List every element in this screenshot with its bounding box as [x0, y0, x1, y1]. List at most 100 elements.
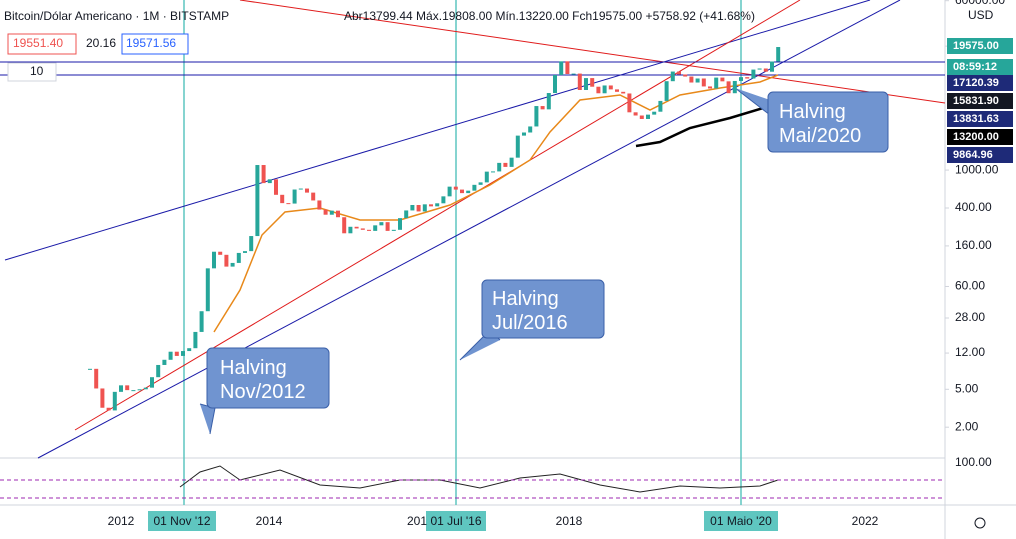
candle	[212, 251, 216, 269]
candle	[298, 188, 303, 190]
rsi-tick: 100.00	[955, 455, 992, 469]
candle	[683, 74, 688, 77]
candle	[88, 368, 92, 370]
candle	[317, 200, 322, 210]
event-label: 01 Nov '12	[154, 514, 211, 528]
price-tag-box	[947, 75, 1013, 91]
price-tag-box	[947, 59, 1013, 75]
candle	[515, 135, 520, 158]
candle	[360, 228, 365, 230]
candle	[602, 85, 607, 94]
spread: 20.16	[86, 36, 116, 50]
candle	[478, 182, 483, 185]
candle	[329, 210, 334, 215]
candle	[615, 89, 619, 92]
candle	[416, 204, 421, 212]
price-tag: 13200.00	[953, 131, 999, 143]
annotation: Jul/2016	[492, 312, 568, 334]
candle	[131, 390, 136, 392]
candle	[559, 61, 564, 76]
price-tag: 15831.90	[953, 95, 999, 107]
y-tick-label: 2.00	[955, 419, 979, 433]
candle	[664, 81, 669, 101]
candle	[540, 106, 545, 110]
ohlc: Abr13799.44 Máx.19808.00 Mín.13220.00 Fc…	[344, 9, 755, 23]
candle	[187, 348, 192, 352]
candle	[435, 203, 440, 207]
candle	[137, 389, 142, 391]
price-tag-box	[947, 38, 1013, 54]
candle	[379, 222, 384, 226]
candle	[410, 204, 415, 211]
candle	[528, 126, 533, 133]
candle	[181, 351, 185, 356]
event-label: 01 Jul '16	[431, 514, 482, 528]
candle	[162, 359, 167, 365]
candle	[205, 268, 210, 312]
interval[interactable]: 10	[30, 64, 44, 78]
candle	[453, 186, 458, 190]
candle	[249, 236, 254, 252]
candle	[491, 171, 495, 173]
candle	[695, 78, 700, 83]
candle	[243, 251, 247, 253]
x-tick-label: 2014	[256, 514, 283, 528]
candle	[193, 331, 198, 349]
candle	[367, 229, 371, 231]
candle	[596, 86, 601, 94]
candle	[708, 86, 712, 89]
candle	[546, 93, 551, 110]
candle	[770, 61, 774, 72]
bid[interactable]: 19551.40	[13, 36, 63, 50]
candle	[633, 112, 638, 116]
price-tag-box	[947, 129, 1013, 145]
annotation: Halving	[220, 357, 287, 379]
candle	[429, 204, 433, 207]
candle	[174, 351, 179, 356]
candle	[336, 210, 340, 218]
candle	[577, 73, 582, 90]
candle	[701, 78, 706, 87]
candle	[323, 209, 328, 215]
candle	[422, 204, 427, 212]
candle	[745, 77, 750, 79]
candle	[261, 165, 266, 184]
ask[interactable]: 19571.56	[126, 36, 176, 50]
candle	[751, 69, 756, 79]
candle	[652, 111, 657, 115]
x-tick-label: 201	[407, 514, 427, 528]
price-tag: 9864.96	[953, 149, 993, 161]
candle	[466, 190, 471, 194]
candle	[522, 132, 526, 136]
candle	[156, 364, 161, 378]
candle	[280, 194, 285, 204]
candle	[150, 377, 154, 388]
candle	[509, 157, 514, 167]
y-tick-label: 60000.00	[955, 0, 1005, 7]
candle	[119, 385, 123, 392]
y-tick-label: 1000.00	[955, 162, 999, 176]
price-tag: 19575.00	[953, 40, 999, 52]
candle	[503, 162, 508, 167]
candle	[590, 78, 595, 87]
candle	[714, 77, 719, 89]
price-tag: 13831.63	[953, 113, 999, 125]
y-tick-label: 28.00	[955, 310, 985, 324]
candle	[689, 76, 694, 83]
candle	[342, 217, 347, 234]
price-tag: 08:59:12	[953, 61, 997, 73]
candle	[497, 162, 502, 172]
price-tag-box	[947, 93, 1013, 109]
candle	[274, 179, 278, 195]
candle	[348, 226, 353, 234]
annotation: Halving	[779, 101, 846, 123]
candle	[608, 85, 613, 90]
candle	[739, 77, 743, 81]
candle	[218, 251, 223, 255]
y-tick-label: 160.00	[955, 238, 992, 252]
annotation: Mai/2020	[779, 125, 861, 147]
candle	[627, 93, 632, 113]
